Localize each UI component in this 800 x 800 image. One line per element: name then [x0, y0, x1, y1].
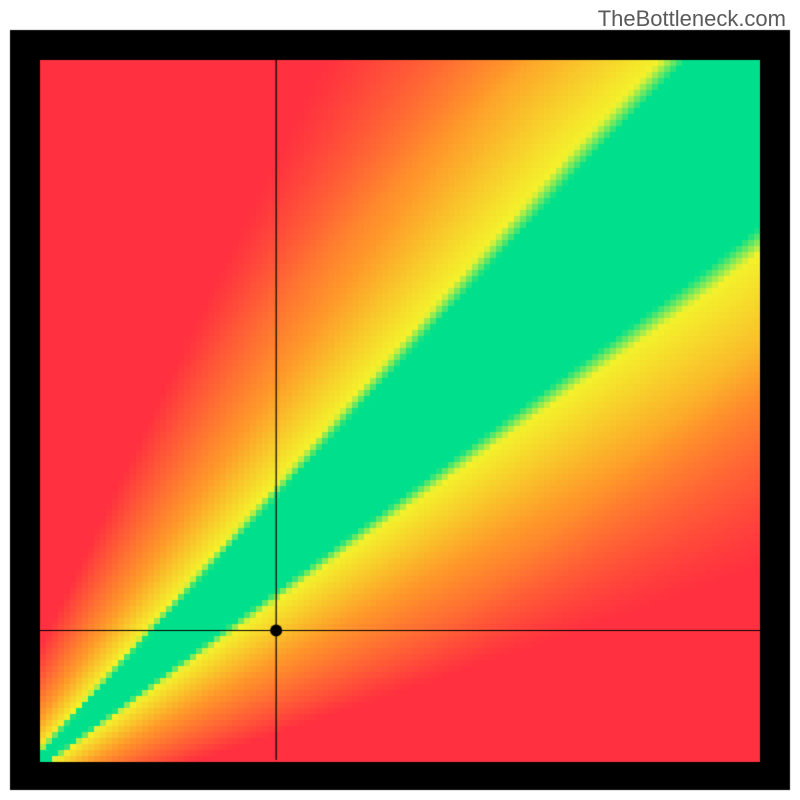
- bottleneck-heatmap: [0, 0, 800, 800]
- watermark-label: TheBottleneck.com: [598, 6, 786, 32]
